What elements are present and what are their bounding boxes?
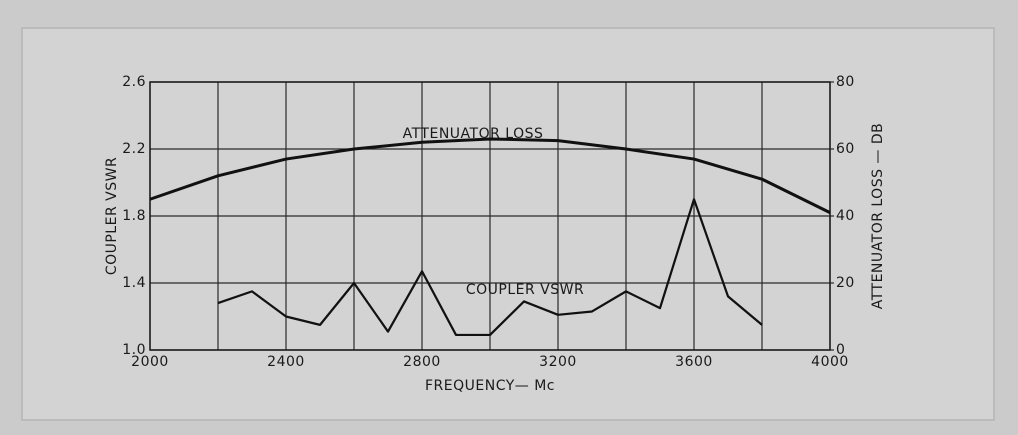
x-tick-label: 2400 [267,354,305,370]
x-tick-label: 2000 [131,354,169,370]
y2-axis-label: ATTENUATOR LOSS — DB [870,123,886,310]
y-tick-label: 1.0 [122,342,146,358]
x-tick-label: 3600 [675,354,713,370]
series-line [217,198,763,337]
y2-tick-label: 20 [836,275,855,291]
x-axis-label: FREQUENCY— Mc [425,378,555,394]
series-line [149,137,831,214]
y2-tick-label: 80 [836,74,855,90]
x-tick-label: 3200 [539,354,577,370]
y2-tick-label: 60 [836,141,855,157]
y2-tick-label: 40 [836,208,855,224]
plot-frame [149,81,831,351]
y-tick-label: 1.4 [122,275,146,291]
y2-tick-label: 0 [836,342,845,358]
annotation: ATTENUATOR LOSS [403,126,544,142]
y-tick-label: 2.6 [122,74,146,90]
panel [21,27,995,421]
y-axis-label: COUPLER VSWR [104,157,120,275]
y-tick-label: 2.2 [122,141,146,157]
x-tick-label: 2800 [403,354,441,370]
annotation: COUPLER VSWR [466,282,584,298]
y-tick-label: 1.8 [122,208,146,224]
x-tick-label: 4000 [811,354,849,370]
